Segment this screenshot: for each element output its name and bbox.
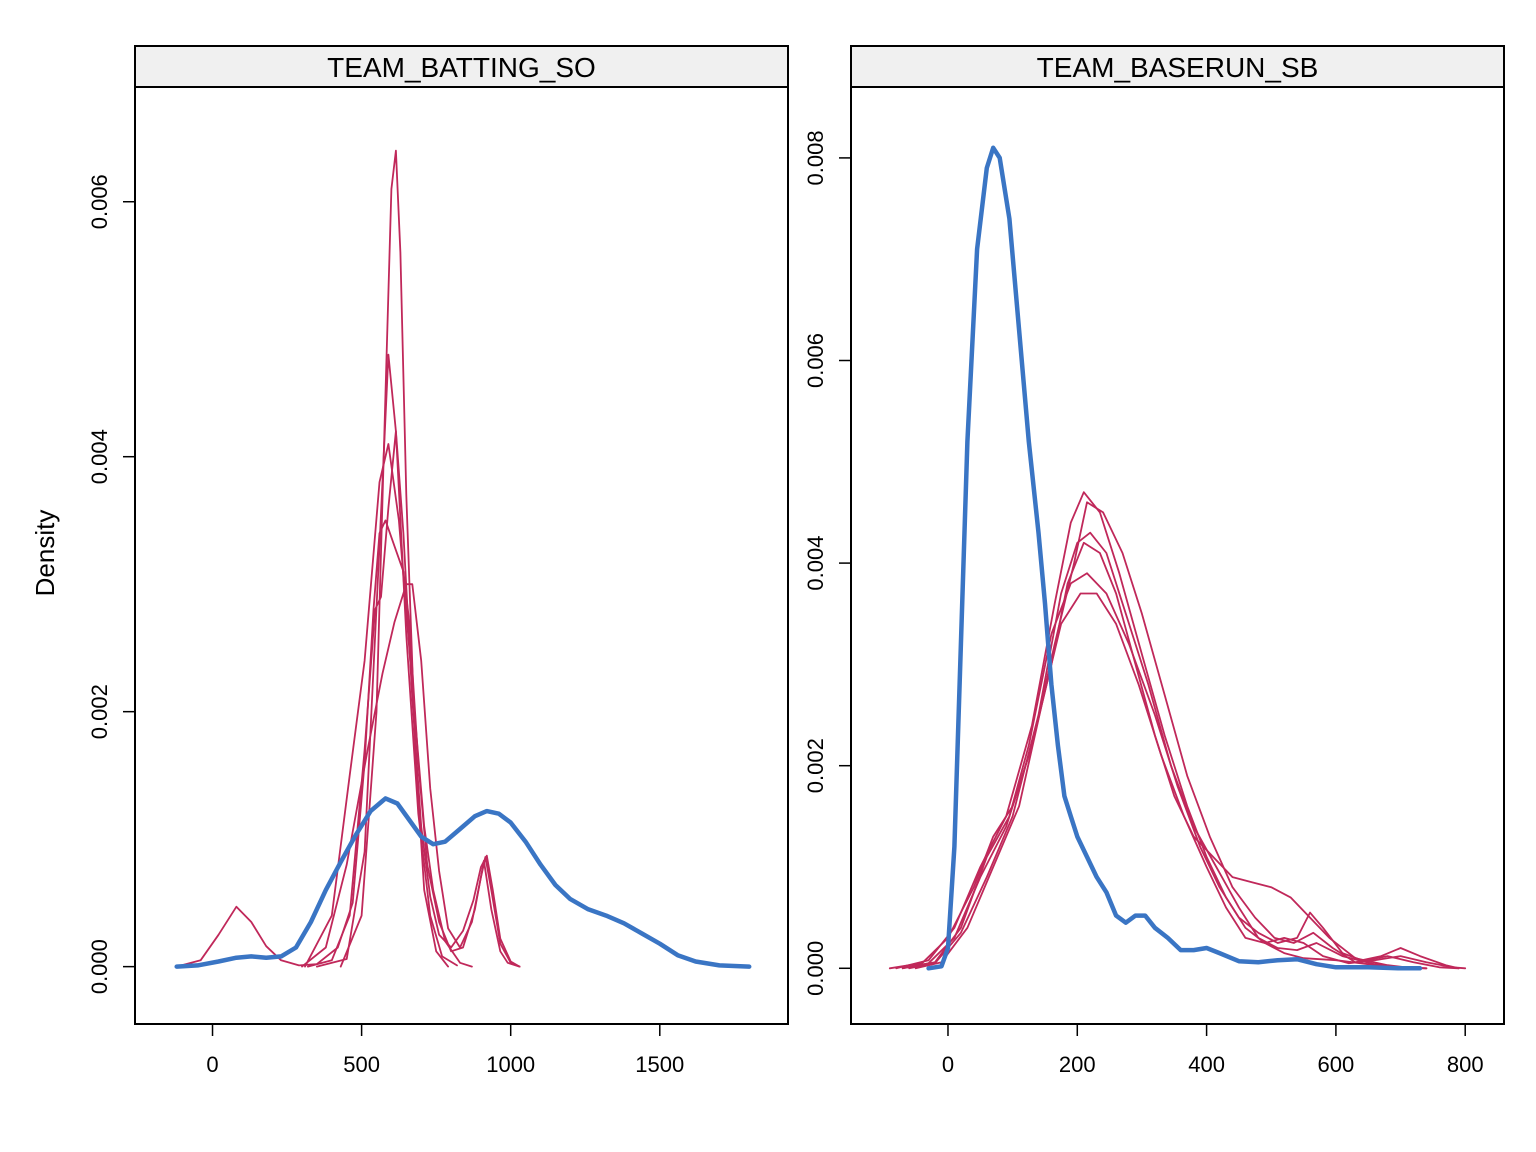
y-tick-label: 0.000 <box>87 939 112 994</box>
y-tick-label: 0.008 <box>803 130 828 185</box>
imputed-density-line-4 <box>901 572 1460 970</box>
y-tick-label: 0.000 <box>803 941 828 996</box>
y-tick-label: 0.006 <box>87 174 112 229</box>
imputed-density-line-2 <box>895 491 1428 970</box>
x-tick-label: 0 <box>206 1052 218 1077</box>
panel-title: TEAM_BASERUN_SB <box>1037 52 1319 83</box>
panel-title: TEAM_BATTING_SO <box>327 52 596 83</box>
imputed-density-line-1 <box>888 541 1415 970</box>
x-tick-label: 1000 <box>486 1052 535 1077</box>
imputed-density-line-6 <box>901 501 1460 970</box>
imputed-density-line-6 <box>301 583 521 968</box>
strip-header <box>134 45 789 88</box>
observed-density-line <box>926 145 1423 971</box>
plot-frame <box>850 86 1505 1025</box>
x-tick-label: 1500 <box>635 1052 684 1077</box>
panel-1: TEAM_BATTING_SO 0 500 1000 1500 0.000 0.002 0.0… <box>87 45 789 1077</box>
imputed-density-line-5 <box>914 592 1467 970</box>
x-tick-label: 200 <box>1059 1052 1096 1077</box>
y-tick-label: 0.004 <box>87 429 112 484</box>
x-tick-label: 600 <box>1318 1052 1355 1077</box>
x-tick-label: 500 <box>343 1052 380 1077</box>
x-tick-label: 400 <box>1188 1052 1225 1077</box>
series-group <box>174 149 752 969</box>
x-tick-label: 800 <box>1447 1052 1484 1077</box>
imputed-density-line-4 <box>304 443 473 968</box>
imputed-density-line-5 <box>339 149 449 968</box>
y-tick-label: 0.002 <box>803 738 828 793</box>
observed-density-line <box>174 796 752 969</box>
y-tick-label: 0.006 <box>803 333 828 388</box>
y-axis-label: Density <box>30 510 60 597</box>
imputed-density-line-3 <box>908 531 1428 970</box>
imputed-density-line-2 <box>307 430 521 968</box>
plot-frame <box>134 86 789 1025</box>
series-group <box>888 145 1467 971</box>
x-tick-label: 0 <box>942 1052 954 1077</box>
y-tick-label: 0.002 <box>87 684 112 739</box>
panel-2: TEAM_BASERUN_SB 0 200 400 600 800 0.000 0.002 0.… <box>803 45 1505 1077</box>
imputed-density-line-3 <box>316 353 458 968</box>
y-tick-label: 0.004 <box>803 536 828 591</box>
